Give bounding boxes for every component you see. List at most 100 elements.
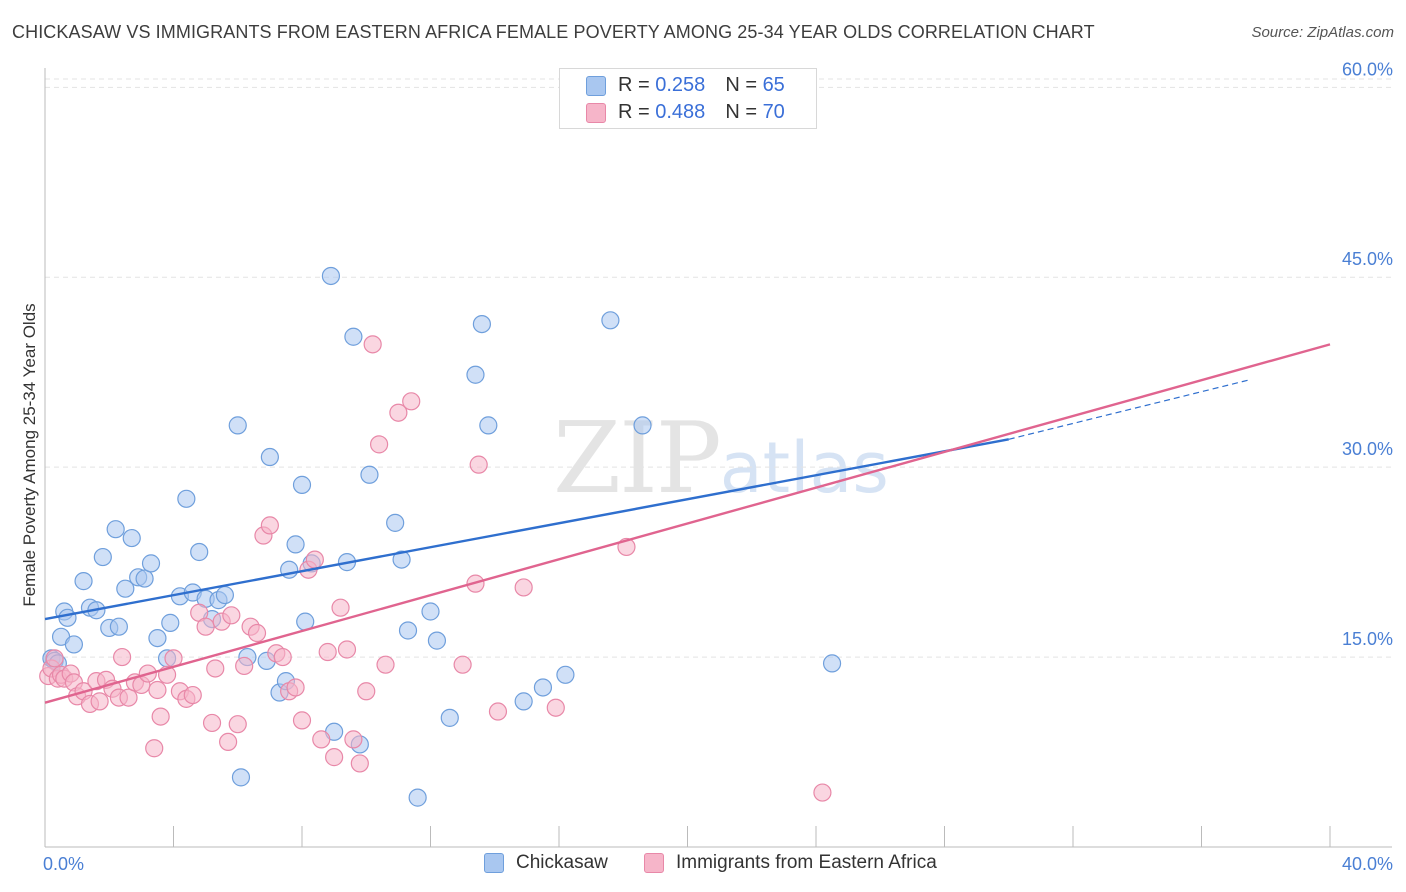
immigrants-point bbox=[488, 702, 508, 721]
x-tick-label: 0.0% bbox=[43, 854, 84, 874]
chickasaw-point bbox=[360, 465, 379, 484]
chickasaw-point bbox=[440, 708, 459, 727]
immigrants-point bbox=[514, 578, 533, 597]
chickasaw-point bbox=[215, 585, 234, 605]
immigrants-point bbox=[145, 739, 164, 758]
immigrants-point bbox=[376, 655, 395, 674]
r-value: 0.488 bbox=[655, 101, 706, 123]
chickasaw-point bbox=[427, 631, 447, 650]
chart-title: CHICKASAW VS IMMIGRANTS FROM EASTERN AFR… bbox=[12, 22, 1095, 42]
chickasaw-point bbox=[74, 572, 93, 591]
chickasaw-point bbox=[514, 692, 533, 711]
immigrants-point bbox=[402, 392, 421, 411]
chickasaw-point bbox=[556, 665, 575, 684]
immigrants-point bbox=[112, 647, 132, 667]
legend-text-chickasaw: R = 0.258 N = 65 bbox=[618, 74, 785, 97]
chickasaw-point bbox=[231, 768, 251, 787]
immigrants-point bbox=[202, 713, 222, 733]
x-tick-label: 40.0% bbox=[1342, 854, 1393, 874]
immigrants-point bbox=[305, 550, 324, 569]
immigrants-swatch bbox=[644, 853, 664, 873]
immigrants-point bbox=[273, 647, 292, 667]
chickasaw-point bbox=[141, 554, 161, 573]
immigrants-point bbox=[546, 698, 565, 717]
chickasaw-swatch bbox=[586, 76, 606, 96]
immigrants-point bbox=[90, 692, 109, 711]
correlation-legend: R = 0.258 N = 65 R = 0.488 N = 70 bbox=[559, 68, 817, 129]
chickasaw-point bbox=[533, 678, 553, 697]
chickasaw-point bbox=[398, 621, 418, 640]
chickasaw-point bbox=[177, 489, 196, 508]
immigrants-point bbox=[469, 455, 488, 474]
immigrants-point bbox=[292, 711, 312, 730]
immigrants-point bbox=[206, 659, 225, 678]
chickasaw-point bbox=[135, 569, 154, 588]
immigrants-point bbox=[260, 516, 279, 535]
chickasaw-point bbox=[633, 416, 652, 435]
immigrants-point bbox=[286, 678, 305, 697]
chickasaw-point bbox=[116, 579, 135, 598]
chickasaw-point bbox=[106, 520, 125, 539]
chickasaw-point bbox=[479, 416, 498, 435]
chickasaw-point bbox=[148, 628, 167, 648]
immigrants-point bbox=[312, 730, 331, 749]
y-tick-label: 45.0% bbox=[1342, 249, 1393, 269]
r-value: 0.258 bbox=[655, 74, 706, 96]
chickasaw-point bbox=[472, 314, 491, 334]
chickasaw-point bbox=[408, 788, 427, 807]
immigrants-point bbox=[331, 598, 350, 617]
chickasaw-point bbox=[64, 635, 84, 654]
immigrants-trend-line bbox=[44, 343, 1331, 704]
chickasaw-point bbox=[392, 550, 411, 569]
chickasaw-point bbox=[93, 547, 112, 567]
legend-label-immigrants: Immigrants from Eastern Africa bbox=[676, 852, 937, 873]
chickasaw-point bbox=[228, 416, 247, 435]
chickasaw-point bbox=[822, 654, 842, 673]
n-value: 70 bbox=[762, 101, 785, 123]
immigrants-point bbox=[344, 730, 363, 749]
immigrants-point bbox=[228, 715, 247, 734]
chickasaw-point bbox=[122, 528, 141, 548]
r-label: R = bbox=[618, 74, 656, 96]
y-tick-label: 30.0% bbox=[1342, 439, 1393, 459]
chickasaw-trend-extension bbox=[1008, 379, 1250, 440]
immigrants-point bbox=[389, 403, 408, 422]
chickasaw-point bbox=[286, 535, 305, 554]
n-value: 65 bbox=[762, 74, 785, 96]
chickasaw-point bbox=[260, 447, 279, 467]
immigrants-point bbox=[247, 623, 267, 643]
chickasaw-point bbox=[344, 327, 363, 346]
r-label: R = bbox=[618, 101, 656, 123]
chickasaw-point bbox=[190, 542, 209, 562]
chickasaw-point bbox=[466, 365, 485, 384]
immigrants-point bbox=[148, 680, 167, 700]
immigrants-point bbox=[183, 685, 202, 705]
chickasaw-point bbox=[386, 513, 405, 532]
chickasaw-point bbox=[109, 617, 128, 636]
chickasaw-point bbox=[421, 602, 440, 621]
immigrants-point bbox=[151, 707, 170, 726]
immigrants-swatch bbox=[586, 103, 606, 123]
y-tick-label: 15.0% bbox=[1342, 629, 1393, 649]
immigrants-point bbox=[325, 748, 344, 767]
chickasaw-point bbox=[601, 311, 620, 330]
n-label: N = bbox=[725, 101, 763, 123]
n-label: N = bbox=[725, 74, 763, 96]
chickasaw-point bbox=[58, 608, 77, 627]
legend-text-immigrants: R = 0.488 N = 70 bbox=[618, 101, 785, 124]
legend-label-chickasaw: Chickasaw bbox=[516, 852, 608, 873]
immigrants-point bbox=[119, 688, 138, 707]
immigrants-point bbox=[318, 642, 337, 662]
chickasaw-trend-line bbox=[44, 438, 1009, 621]
chickasaw-point bbox=[161, 613, 180, 632]
immigrants-point bbox=[196, 617, 215, 636]
immigrants-point bbox=[222, 606, 241, 625]
immigrants-point bbox=[813, 783, 832, 802]
immigrants-point bbox=[363, 335, 382, 354]
immigrants-point bbox=[45, 649, 64, 668]
immigrants-point bbox=[219, 732, 238, 752]
y-tick-label: 60.0% bbox=[1342, 59, 1393, 79]
immigrants-point bbox=[235, 656, 254, 676]
chickasaw-point bbox=[321, 266, 341, 286]
